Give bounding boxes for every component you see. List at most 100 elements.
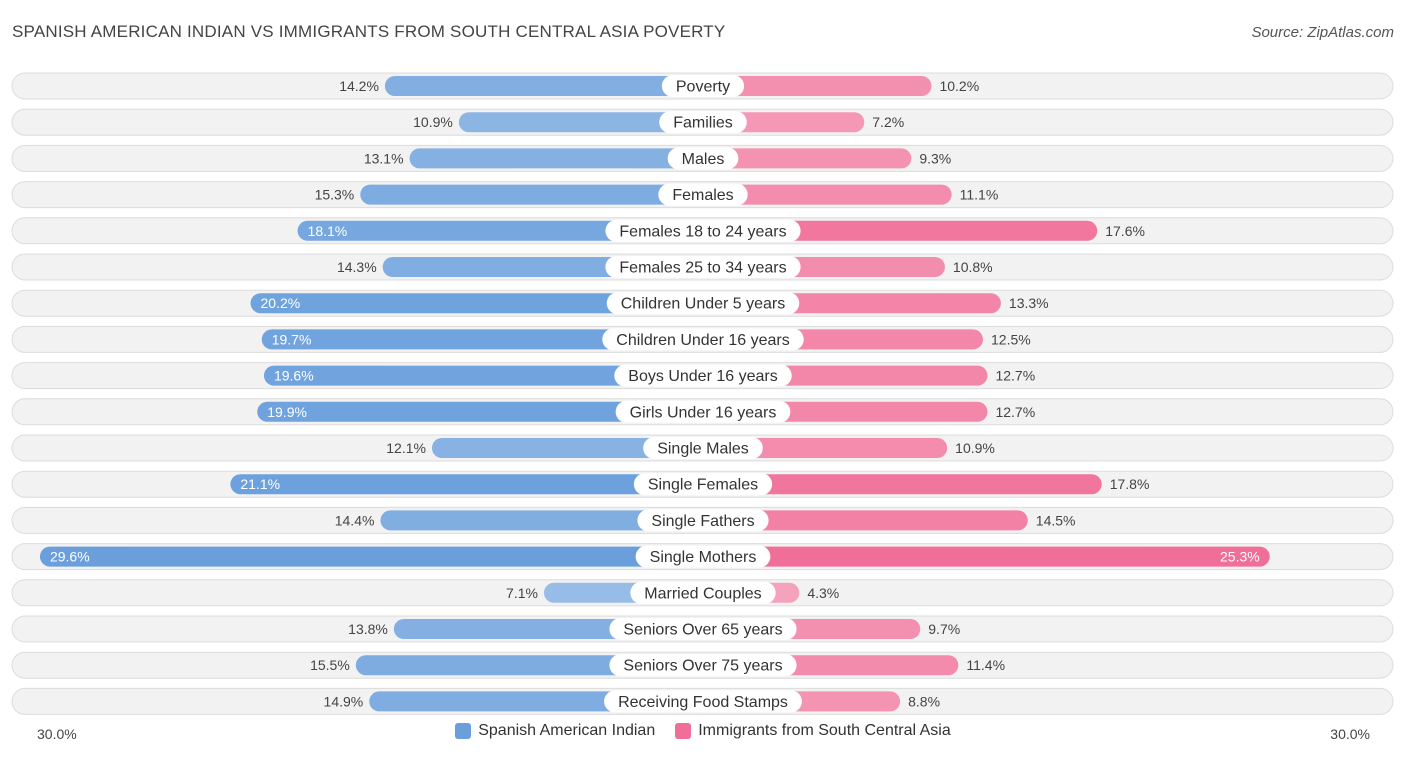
category-pill <box>659 111 747 134</box>
bar-right <box>703 510 1028 531</box>
category-label: Females 25 to 34 years <box>619 260 786 277</box>
diverging-bar-chart: Poverty 14.2% 10.2% Families 10.9% 7.2% Males 1… <box>11 72 1394 715</box>
category-label: Females 18 to 24 years <box>619 223 786 240</box>
axis-label-right: 30.0% <box>1330 726 1370 742</box>
bar-left <box>257 401 703 422</box>
value-label-left: 20.2% <box>261 295 301 311</box>
bar-left <box>263 365 703 386</box>
chart-title: SPANISH AMERICAN INDIAN VS IMMIGRANTS FR… <box>12 22 726 41</box>
category-label: Females <box>672 187 733 204</box>
category-label: Boys Under 16 years <box>628 368 777 385</box>
value-label-right: 13.3% <box>1009 295 1049 311</box>
bar-left <box>39 546 703 567</box>
value-label-right: 11.1% <box>960 187 999 203</box>
bar-left <box>297 220 703 241</box>
legend-item-left[interactable]: Spanish American Indian <box>455 722 655 740</box>
bar-right <box>703 474 1102 495</box>
legend-swatch-left <box>455 723 472 739</box>
category-pill <box>637 509 769 532</box>
category-label: Families <box>673 115 733 132</box>
bar-left <box>230 474 704 495</box>
value-label-right: 14.5% <box>1036 512 1076 528</box>
bar-left <box>431 438 703 458</box>
category-pill <box>605 256 801 278</box>
value-label-right: 17.8% <box>1110 476 1150 492</box>
value-label-right: 10.8% <box>953 259 993 275</box>
legend: Spanish American Indian Immigrants from … <box>0 722 1406 740</box>
category-pill <box>630 581 776 604</box>
category-label: Single Fathers <box>651 513 754 530</box>
value-label-left: 14.4% <box>335 512 375 528</box>
bar-left <box>409 148 703 169</box>
value-label-left: 29.6% <box>50 549 90 565</box>
category-label: Seniors Over 65 years <box>623 622 782 639</box>
bar-right <box>703 438 948 458</box>
axis-label-left: 30.0% <box>37 726 77 742</box>
category-label: Single Females <box>648 477 758 494</box>
category-label: Poverty <box>676 79 730 96</box>
category-pill <box>609 654 797 677</box>
value-label-left: 14.9% <box>324 693 364 709</box>
value-label-right: 7.2% <box>872 114 904 130</box>
bar-left <box>250 293 703 314</box>
value-label-left: 19.9% <box>267 404 307 420</box>
value-label-left: 7.1% <box>506 585 538 601</box>
value-label-left: 15.3% <box>315 187 355 203</box>
category-label: Children Under 16 years <box>616 332 789 349</box>
value-label-right: 11.4% <box>966 657 1005 673</box>
legend-label-right: Immigrants from South Central Asia <box>698 722 951 739</box>
category-label: Single Mothers <box>650 549 757 566</box>
bar-right <box>703 546 1270 567</box>
value-label-right: 12.7% <box>995 368 1035 384</box>
legend-item-right[interactable]: Immigrants from South Central Asia <box>675 722 951 740</box>
category-pill <box>605 219 801 242</box>
value-label-left: 14.3% <box>337 259 377 275</box>
category-pill <box>615 400 791 423</box>
bar-right <box>703 76 932 96</box>
bar-right <box>703 148 912 169</box>
category-label: Seniors Over 75 years <box>623 658 782 675</box>
value-label-right: 10.2% <box>939 78 979 94</box>
category-pill <box>609 618 797 640</box>
bar-right <box>703 184 952 205</box>
bar-left <box>380 510 703 531</box>
category-pill <box>633 473 773 496</box>
value-label-left: 21.1% <box>240 476 280 492</box>
value-label-right: 8.8% <box>908 693 940 709</box>
bar-right <box>703 220 1098 241</box>
value-label-left: 19.6% <box>274 368 314 384</box>
category-pill <box>643 437 763 459</box>
category-label: Single Males <box>657 441 749 458</box>
value-label-right: 4.3% <box>807 585 839 601</box>
bar-left <box>261 329 703 350</box>
value-label-right: 9.7% <box>928 621 960 637</box>
value-label-right: 12.5% <box>991 331 1031 347</box>
value-label-left: 13.1% <box>364 150 404 166</box>
value-label-left: 15.5% <box>310 657 350 673</box>
legend-label-left: Spanish American Indian <box>478 722 656 739</box>
value-label-left: 18.1% <box>308 223 348 239</box>
bar-left <box>360 184 703 205</box>
category-pill <box>661 75 745 97</box>
value-label-right: 12.7% <box>995 404 1035 420</box>
bar-left <box>384 76 703 96</box>
value-label-left: 10.9% <box>413 114 453 130</box>
category-label: Children Under 5 years <box>621 296 786 313</box>
value-label-left: 19.7% <box>272 331 312 347</box>
value-label-left: 12.1% <box>386 440 426 456</box>
category-label: Males <box>682 151 725 168</box>
category-pill <box>606 292 800 315</box>
category-pill <box>614 364 792 387</box>
value-label-right: 17.6% <box>1105 223 1145 239</box>
value-label-right: 25.3% <box>1220 549 1260 565</box>
category-label: Receiving Food Stamps <box>618 694 788 711</box>
category-label: Girls Under 16 years <box>630 404 777 421</box>
category-pill <box>667 147 739 170</box>
legend-swatch-right <box>675 723 692 739</box>
value-label-right: 9.3% <box>919 150 951 166</box>
category-pill <box>658 183 748 206</box>
category-label: Married Couples <box>644 585 761 602</box>
category-pill <box>602 328 804 351</box>
source-label: Source: ZipAtlas.com <box>1251 24 1394 41</box>
value-label-left: 13.8% <box>348 621 388 637</box>
